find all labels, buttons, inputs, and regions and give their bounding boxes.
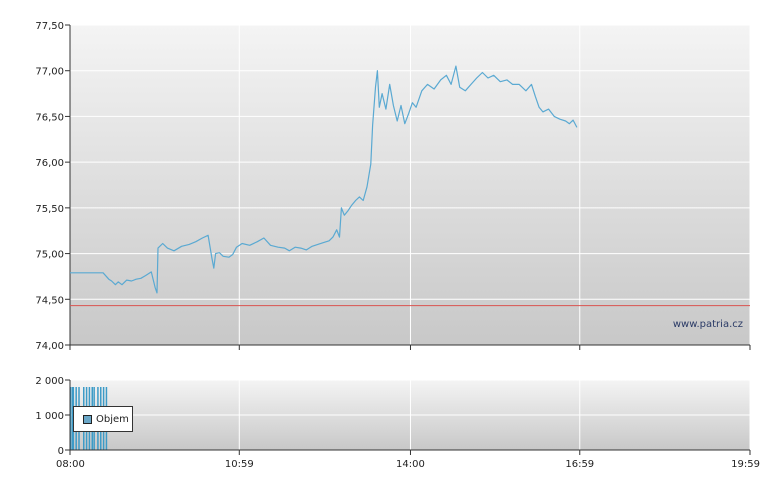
price-series — [70, 65, 578, 294]
x-tick-label: 16:59 — [565, 459, 594, 470]
price-ytick-label: 75,50 — [35, 204, 64, 215]
legend-swatch-objem — [83, 414, 92, 424]
volume-ytick-label: 1 000 — [35, 411, 64, 422]
volume-y-axis: 2 000 1 000 0 — [35, 376, 70, 457]
price-gridlines — [70, 24, 751, 345]
volume-x-axis: 08:00 10:59 14:00 16:59 19:59 — [56, 450, 760, 470]
volume-legend: Objem — [73, 406, 133, 432]
volume-ytick-label: 2 000 — [35, 376, 64, 387]
watermark: www.patria.cz — [673, 319, 743, 330]
price-ytick-label: 77,50 — [35, 21, 64, 32]
volume-gridlines — [70, 379, 751, 450]
price-ytick-label: 75,00 — [35, 250, 64, 261]
x-tick-label: 08:00 — [56, 459, 85, 470]
price-x-axis — [69, 345, 751, 350]
x-tick-label: 19:59 — [731, 459, 760, 470]
x-tick-label: 10:59 — [225, 459, 254, 470]
price-y-axis: 77,50 77,00 76,50 76,00 75,50 75,00 74,50 74,00 — [35, 21, 70, 352]
volume-ytick-label: 0 — [58, 446, 64, 457]
price-ytick-label: 77,00 — [35, 67, 64, 78]
price-ytick-label: 76,00 — [35, 158, 64, 169]
x-tick-label: 14:00 — [396, 459, 425, 470]
price-ytick-label: 74,00 — [35, 341, 64, 352]
price-line-path — [70, 65, 578, 294]
price-ytick-label: 76,50 — [35, 112, 64, 123]
legend-label-objem: Objem — [96, 413, 129, 425]
price-ytick-label: 74,50 — [35, 295, 64, 306]
